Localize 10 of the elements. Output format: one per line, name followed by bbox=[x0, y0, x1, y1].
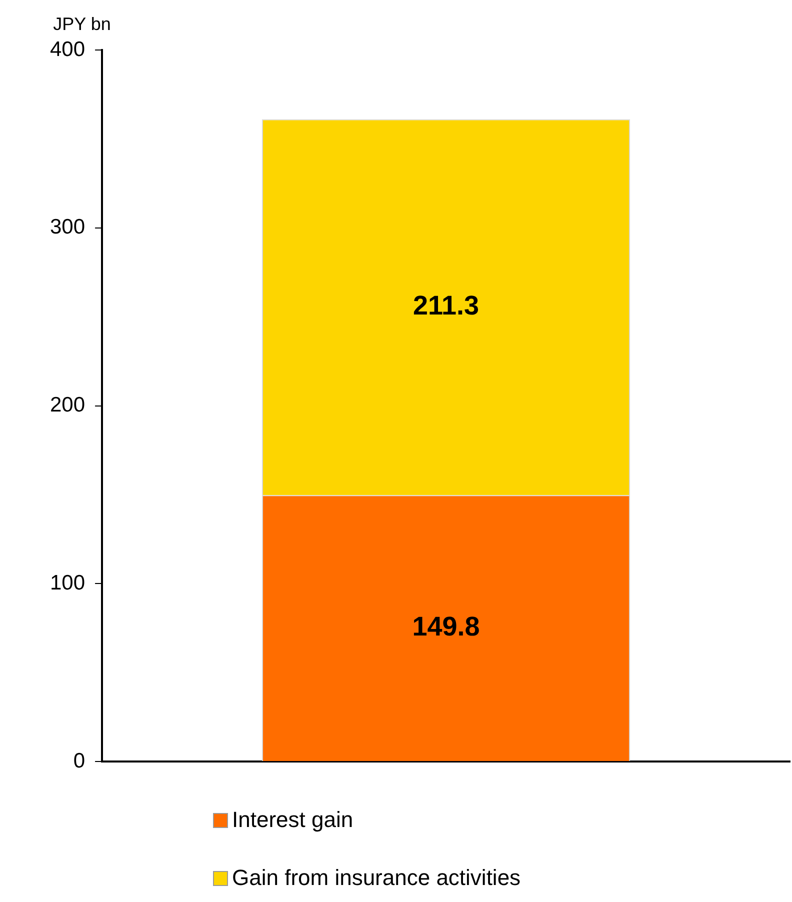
y-tick-label: 100 bbox=[50, 571, 86, 594]
y-tick-label: 0 bbox=[73, 749, 86, 772]
y-tick-label: 300 bbox=[50, 216, 86, 239]
legend-label: Gain from insurance activities bbox=[232, 865, 521, 891]
y-tick-label: 200 bbox=[50, 394, 86, 417]
data-label: 149.8 bbox=[412, 612, 480, 642]
legend-label: Interest gain bbox=[232, 807, 354, 833]
y-axis-title: JPY bn bbox=[53, 14, 111, 34]
y-tick-label: 400 bbox=[50, 38, 86, 61]
data-label: 211.3 bbox=[412, 290, 480, 321]
